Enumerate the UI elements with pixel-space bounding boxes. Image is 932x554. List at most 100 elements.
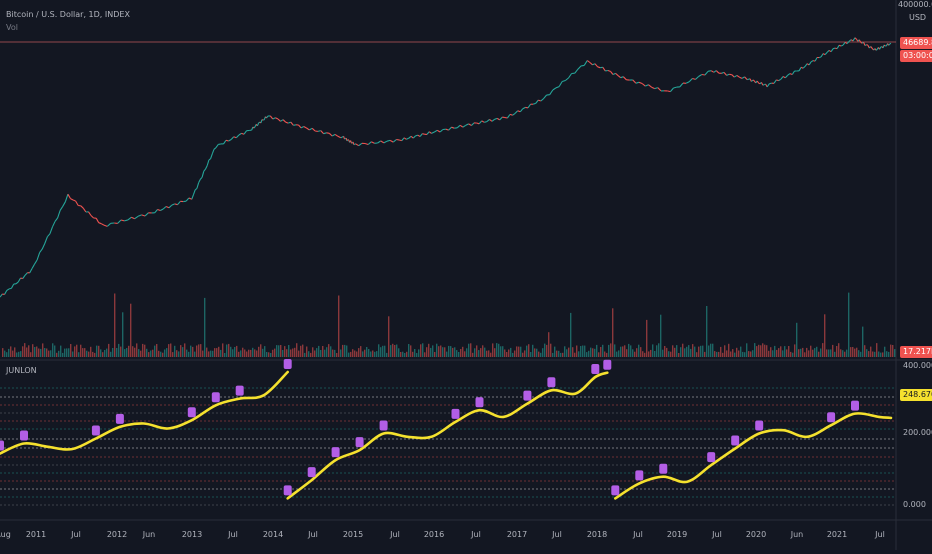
- volume-bar: [224, 353, 225, 357]
- volume-bar: [112, 348, 113, 357]
- time-axis-label: Jun: [790, 530, 804, 539]
- signal-marker: [308, 467, 316, 477]
- volume-bar: [810, 346, 811, 357]
- price-segment: [172, 204, 175, 205]
- volume-bar: [464, 351, 465, 357]
- volume-bar: [574, 353, 575, 357]
- volume-bar: [58, 351, 59, 357]
- price-segment: [740, 77, 743, 78]
- price-segment: [803, 66, 805, 68]
- volume-bar: [256, 351, 257, 358]
- volume-bar: [706, 306, 707, 357]
- price-segment: [783, 77, 785, 78]
- volume-bar: [300, 346, 301, 357]
- volume-bar: [880, 353, 881, 357]
- symbol-legend[interactable]: Bitcoin / U.S. Dollar, 1D, INDEX: [6, 10, 130, 19]
- volume-bar: [434, 352, 435, 357]
- volume-bar: [746, 343, 747, 357]
- volume-bar: [370, 352, 371, 358]
- time-axis-label: 2011: [26, 530, 46, 539]
- volume-bar: [628, 344, 629, 357]
- price-segment: [876, 49, 877, 50]
- price-segment: [224, 140, 227, 144]
- volume-bar: [608, 345, 609, 357]
- volume-bar: [28, 345, 29, 357]
- volume-bar: [686, 347, 687, 357]
- price-segment: [175, 204, 178, 205]
- volume-bar: [94, 353, 95, 357]
- volume-bar: [554, 347, 555, 357]
- volume-bar: [258, 347, 259, 357]
- price-segment: [880, 47, 881, 49]
- volume-bar: [688, 345, 689, 357]
- price-segment: [293, 125, 296, 126]
- volume-bar: [894, 349, 895, 357]
- volume-bar: [312, 347, 313, 357]
- volume-bar: [604, 352, 605, 358]
- price-segment: [387, 140, 390, 141]
- indicator-legend[interactable]: JUNLON: [6, 366, 37, 375]
- volume-bar: [340, 350, 341, 358]
- volume-bar: [546, 345, 547, 357]
- volume-bar: [76, 345, 77, 357]
- signal-marker: [707, 452, 715, 462]
- volume-bar: [634, 352, 635, 357]
- volume-bar: [714, 351, 715, 357]
- price-segment: [406, 138, 408, 139]
- volume-bar: [368, 349, 369, 357]
- volume-bar: [374, 352, 375, 357]
- volume-bar: [240, 350, 241, 357]
- volume-bar: [418, 349, 419, 357]
- price-segment: [347, 140, 348, 141]
- volume-bar: [24, 343, 25, 357]
- price-segment: [413, 136, 415, 138]
- volume-bar: [350, 352, 351, 357]
- price-segment: [207, 160, 209, 166]
- price-segment: [236, 135, 239, 138]
- volume-bar: [264, 346, 265, 357]
- volume-bar: [84, 348, 85, 357]
- volume-bar: [440, 346, 441, 358]
- price-segment: [590, 63, 593, 65]
- volume-bar: [142, 344, 143, 357]
- volume-bar: [858, 350, 859, 357]
- volume-bar: [778, 348, 779, 357]
- volume-bar: [72, 352, 73, 358]
- price-segment: [841, 45, 843, 46]
- signal-marker: [356, 437, 364, 447]
- price-segment: [479, 121, 482, 124]
- signal-marker: [92, 426, 100, 436]
- volume-bar: [474, 348, 475, 357]
- volume-bar: [68, 348, 69, 357]
- volume-bar: [806, 348, 807, 357]
- volume-bar: [238, 352, 239, 357]
- price-segment: [332, 134, 335, 136]
- volume-legend[interactable]: Vol: [6, 23, 18, 32]
- price-segment: [199, 179, 201, 182]
- price-segment: [91, 216, 94, 219]
- volume-tag: 17.217K: [900, 346, 932, 358]
- price-segment: [257, 123, 258, 126]
- volume-bar: [458, 352, 459, 357]
- price-segment: [502, 117, 505, 118]
- volume-bar: [200, 344, 201, 357]
- volume-bar: [868, 351, 869, 357]
- price-segment: [429, 132, 431, 134]
- price-segment: [518, 111, 521, 112]
- price-segment: [239, 133, 242, 135]
- price-segment: [338, 136, 341, 138]
- volume-bar: [104, 350, 105, 357]
- volume-bar: [802, 348, 803, 357]
- volume-bar: [792, 353, 793, 357]
- price-segment: [692, 79, 695, 80]
- volume-bar: [772, 350, 773, 357]
- volume-bar: [408, 344, 409, 357]
- price-segment: [142, 215, 145, 216]
- volume-bar: [40, 349, 41, 357]
- price-segment: [18, 278, 20, 282]
- volume-bar: [98, 346, 99, 357]
- volume-bar: [270, 353, 271, 357]
- price-segment: [845, 42, 847, 43]
